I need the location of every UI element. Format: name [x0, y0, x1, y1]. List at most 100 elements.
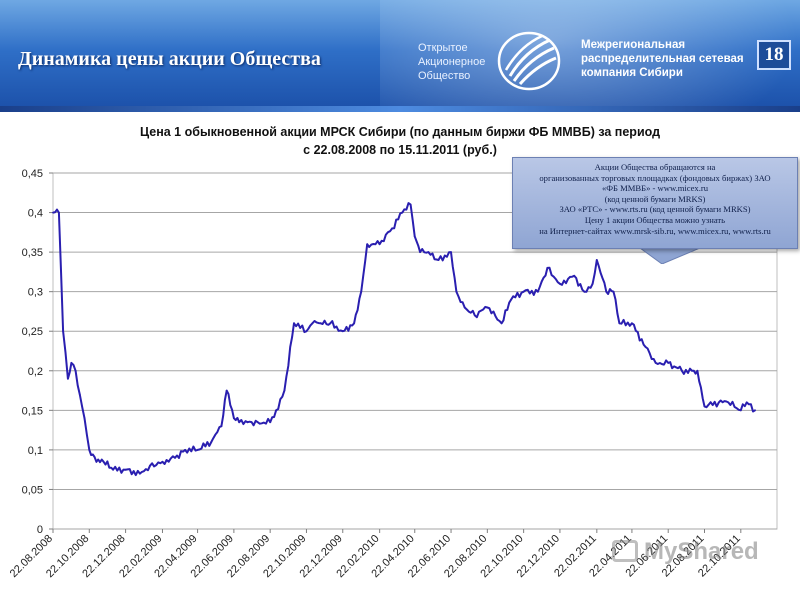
company-form-label: Открытое Акционерное Общество	[418, 41, 488, 83]
price-data-point	[225, 389, 228, 392]
y-tick-label: 0,35	[22, 247, 43, 259]
header-stripe	[0, 106, 800, 112]
watermark-text: MyShared	[644, 538, 759, 565]
price-data-point	[112, 468, 114, 471]
y-tick-label: 0	[37, 524, 43, 536]
price-data-point	[691, 369, 693, 372]
price-data-point	[378, 243, 381, 246]
price-data-point	[269, 421, 272, 424]
company-form-line: Общество	[418, 70, 471, 82]
price-data-point	[727, 401, 730, 404]
price-data-point	[473, 314, 476, 317]
chart-title-line: Цена 1 обыкновенной акции МРСК Сибири (п…	[139, 125, 661, 139]
price-data-point	[174, 456, 176, 459]
price-data-point	[83, 417, 86, 420]
price-data-point	[233, 417, 235, 420]
price-data-point	[305, 330, 308, 333]
price-data-point	[353, 322, 355, 325]
price-data-point	[583, 290, 586, 293]
company-name-line: распределительная сетевая	[581, 53, 744, 65]
callout-line: Цену 1 акции Общества можно узнать	[584, 214, 726, 225]
price-data-point	[161, 460, 164, 463]
price-data-point	[450, 251, 452, 254]
price-data-point	[341, 330, 344, 333]
price-data-point	[74, 369, 77, 372]
y-tick-label: 0,2	[28, 366, 43, 378]
price-data-point	[401, 211, 404, 214]
price-data-point	[667, 362, 670, 364]
grid-layer	[52, 172, 778, 530]
header-glow	[380, 0, 800, 112]
price-data-point	[102, 460, 105, 463]
price-data-point	[631, 322, 633, 325]
chart-title-line: с 22.08.2008 по 15.11.2011 (руб.)	[303, 143, 497, 157]
y-tick-label: 0,4	[28, 208, 43, 220]
price-data-point	[409, 203, 412, 206]
price-data-point	[366, 243, 369, 246]
price-data-point	[88, 449, 91, 451]
price-data-point	[427, 251, 430, 254]
y-tick-label: 0,25	[22, 326, 43, 338]
watermark-icon	[612, 540, 638, 562]
price-data-point	[463, 306, 466, 309]
company-form-line: Открытое	[418, 42, 468, 54]
price-data-point	[546, 267, 549, 269]
price-data-point	[360, 290, 363, 293]
slide-header	[0, 0, 800, 112]
price-data-point	[612, 290, 615, 293]
price-data-point	[703, 405, 706, 408]
price-data-point	[196, 449, 199, 451]
y-tick-label: 0,15	[22, 405, 43, 417]
price-data-point	[78, 393, 81, 396]
price-data-point	[754, 409, 756, 412]
company-form-line: Акционерное	[418, 56, 486, 68]
price-data-point	[319, 322, 322, 325]
price-data-point	[139, 472, 141, 475]
price-data-point	[644, 346, 647, 348]
price-data-point	[522, 290, 525, 293]
price-data-point	[95, 460, 98, 463]
price-data-point	[745, 401, 748, 404]
callout-line: Акции Общества обращаются на	[594, 162, 716, 172]
company-name-label: Межрегиональная распределительная сетева…	[581, 38, 771, 80]
price-data-point	[391, 227, 393, 230]
price-data-point	[419, 251, 421, 254]
company-name-line: Межрегиональная	[581, 39, 686, 51]
callout-line: на Интернет-сайтах www.mrsk-sib.ru, www.…	[539, 225, 771, 236]
callout-line: ЗАО «РТС» - www.rts.ru (код ценной бумаг…	[559, 204, 751, 215]
series-layer	[52, 202, 756, 477]
y-tick-label: 0,3	[28, 287, 43, 299]
slide-title: Динамика цены акции Общества	[18, 48, 321, 70]
exchange-info-callout: Акции Общества обращаются на организован…	[512, 157, 798, 249]
price-data-point	[455, 290, 458, 293]
price-data-point	[573, 274, 576, 277]
price-data-point	[717, 401, 720, 404]
price-data-point	[500, 322, 503, 325]
watermark: MyShared	[612, 534, 782, 574]
price-data-point	[184, 449, 187, 451]
price-data-point	[329, 322, 332, 325]
price-data-point	[275, 409, 277, 412]
price-data-point	[537, 290, 539, 293]
company-name-line: компания Сибири	[581, 67, 683, 79]
callout-line: организованных торговых площадках (фондо…	[539, 172, 771, 183]
price-data-point	[739, 409, 742, 412]
y-tick-label: 0,45	[22, 168, 43, 180]
y-tick-label: 0,05	[22, 484, 43, 496]
company-logo-icon	[497, 31, 561, 91]
price-data-point	[618, 322, 621, 325]
price-data-point	[591, 282, 594, 285]
price-data-point	[293, 322, 295, 325]
price-data-point	[605, 290, 608, 293]
price-data-point	[559, 282, 561, 285]
price-data-point	[510, 298, 512, 301]
callout-line: (код ценной бумаги MRKS)	[604, 193, 706, 204]
price-data-point	[696, 369, 699, 372]
price-data-point	[210, 441, 213, 443]
price-data-point	[654, 362, 657, 364]
price-data-point	[70, 362, 73, 364]
callout-tail	[640, 248, 700, 264]
price-data-point	[256, 421, 259, 424]
price-data-point	[595, 259, 598, 261]
